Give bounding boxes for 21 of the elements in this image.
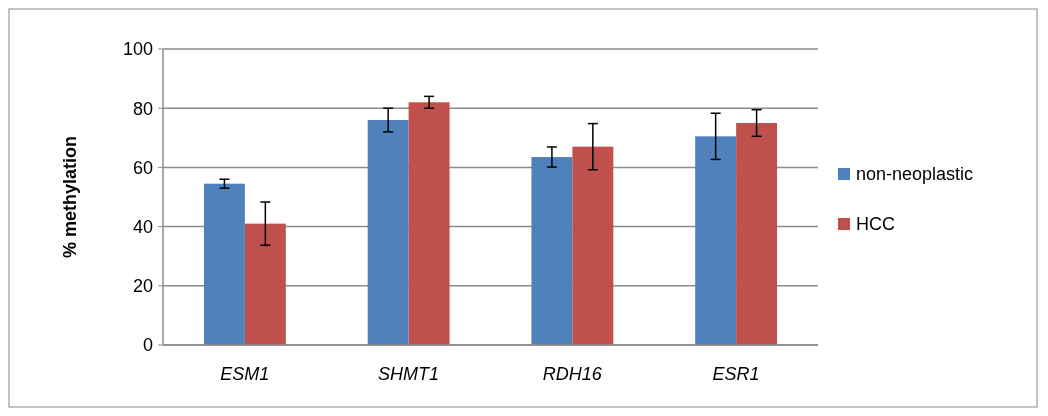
y-tick-label: 40 xyxy=(132,216,153,237)
legend-label: HCC xyxy=(856,214,895,235)
x-tick-label: ESM1 xyxy=(220,364,270,384)
bar xyxy=(736,123,778,345)
y-tick-label: 20 xyxy=(132,276,153,297)
bar xyxy=(531,157,573,345)
y-axis-title: % methylation xyxy=(60,135,80,259)
bar xyxy=(244,223,286,345)
x-tick-label: ESR1 xyxy=(712,364,760,384)
bar xyxy=(572,146,614,345)
bar xyxy=(203,183,245,345)
y-tick-label: 80 xyxy=(132,98,153,119)
y-tick-label: 0 xyxy=(142,335,153,356)
y-tick-label: 100 xyxy=(122,39,153,60)
y-tick-label: 60 xyxy=(132,157,153,178)
bar xyxy=(408,102,450,345)
bar xyxy=(695,136,737,345)
legend-label: non-neoplastic xyxy=(856,164,974,185)
bar xyxy=(367,120,409,345)
x-tick-label: SHMT1 xyxy=(378,364,440,384)
x-tick-label: RDH16 xyxy=(542,364,603,384)
